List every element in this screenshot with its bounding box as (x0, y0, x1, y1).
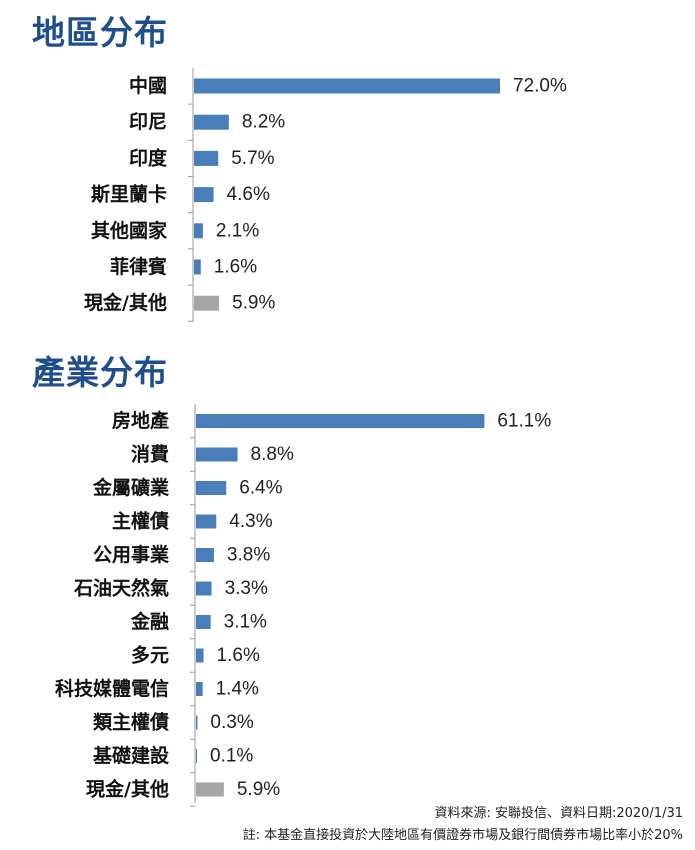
region-value-label: 5.7% (231, 148, 274, 169)
industry-value-label: 61.1% (497, 411, 551, 432)
industry-bar (196, 414, 485, 428)
industry-value-label: 3.1% (224, 612, 267, 633)
industry-bar (196, 548, 214, 562)
industry-chart-title: 產業分布 (32, 353, 168, 392)
industry-category-label: 現金/其他 (86, 778, 169, 801)
industry-bar (196, 715, 198, 730)
industry-value-label: 4.3% (229, 511, 272, 532)
industry-category-label: 公用事業 (93, 543, 170, 566)
region-category-label: 印尼 (129, 111, 167, 133)
industry-category-label: 石油天然氣 (73, 577, 169, 600)
industry-bar (196, 749, 197, 763)
industry-bar (196, 682, 203, 696)
industry-bar (196, 782, 224, 797)
industry-category-label: 科技媒體電信 (55, 677, 169, 700)
region-bar (194, 223, 203, 239)
region-value-label: 5.9% (232, 293, 275, 314)
industry-category-label: 房地產 (112, 409, 169, 432)
region-value-label: 2.1% (216, 220, 259, 241)
region-category-label: 中國 (129, 74, 167, 97)
industry-value-label: 0.3% (210, 712, 253, 733)
region-bar (194, 187, 214, 203)
industry-category-label: 多元 (131, 644, 169, 667)
industry-bar (196, 447, 238, 462)
industry-category-label: 主權債 (112, 510, 169, 533)
region-chart-title: 地區分布 (32, 13, 168, 52)
industry-value-label: 1.4% (216, 679, 259, 700)
region-bar (194, 259, 201, 275)
industry-category-label: 基礎建設 (92, 744, 170, 767)
industry-value-label: 0.1% (210, 746, 253, 767)
industry-bar (196, 481, 227, 495)
industry-value-label: 5.9% (237, 779, 280, 800)
industry-value-label: 6.4% (239, 478, 282, 499)
region-bar (194, 114, 229, 130)
region-value-label: 1.6% (214, 257, 257, 278)
industry-value-label: 8.8% (251, 444, 294, 465)
industry-category-label: 類主權債 (92, 711, 169, 734)
region-category-label: 現金/其他 (84, 291, 167, 314)
region-bar (194, 295, 220, 311)
region-category-label: 斯里蘭卡 (91, 183, 167, 206)
industry-value-label: 3.8% (227, 545, 270, 566)
region-value-label: 72.0% (513, 76, 567, 97)
disclaimer-note: 註: 本基金直接投資於大陸地區有價證券市場及銀行間債券市場比率小於20% (242, 828, 683, 843)
region-value-label: 8.2% (242, 112, 285, 133)
industry-bar (196, 514, 217, 529)
industry-bar (196, 648, 204, 663)
region-category-label: 印度 (129, 146, 168, 169)
industry-category-label: 消費 (131, 443, 169, 466)
source-note: 資料來源: 安聯投信、資料日期:2020/1/31 (434, 806, 683, 821)
industry-bar (196, 581, 212, 596)
industry-category-label: 金融 (130, 610, 169, 633)
region-bar (194, 78, 500, 94)
industry-category-label: 金屬礦業 (92, 476, 170, 499)
industry-bar-chart: 房地產 61.1% 消費 8.8% 金屬礦業 6.4% 主權債 4.3% 公用事業 3.8% 石油天… (55, 404, 551, 807)
industry-value-label: 3.3% (225, 578, 268, 599)
region-bar (194, 150, 219, 166)
industry-bar (196, 615, 211, 629)
region-bar-chart: 中國 72.0% 印尼 8.2% 印度 5.7% 斯里蘭卡 4.6% 其他國家 2.1% 菲律賓 1.… (84, 68, 567, 322)
region-category-label: 其他國家 (91, 219, 168, 242)
industry-value-label: 1.6% (217, 645, 260, 666)
region-category-label: 菲律賓 (110, 255, 167, 278)
region-value-label: 4.6% (227, 184, 270, 205)
